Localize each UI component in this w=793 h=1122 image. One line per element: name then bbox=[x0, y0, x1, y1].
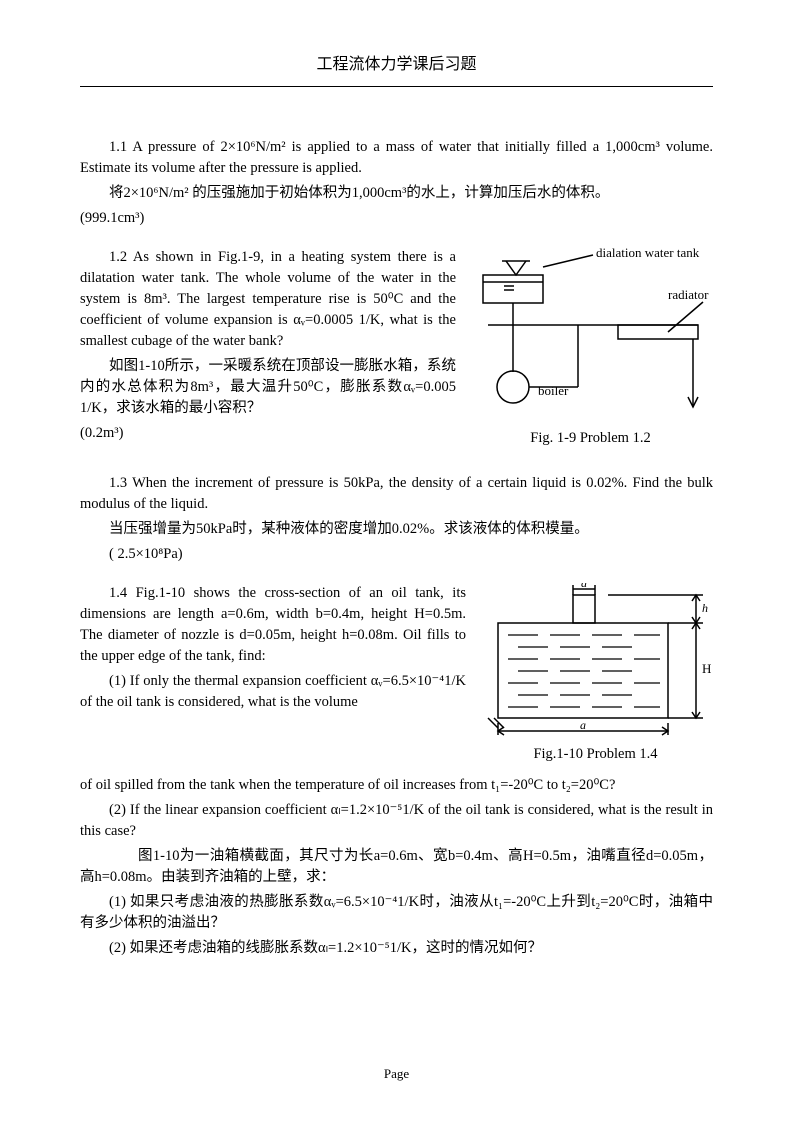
p1-3-answer: ( 2.5×10⁸Pa) bbox=[80, 544, 713, 565]
p1-4-en-c: (2) If the linear expansion coefficient … bbox=[80, 800, 713, 842]
content-body: 1.1 A pressure of 2×10⁶N/m² is applied t… bbox=[80, 137, 713, 959]
fig-1-9-wrap: dialation water tank radiator boiler Fig… bbox=[468, 247, 713, 449]
p1-1-answer: (999.1cm³) bbox=[80, 208, 713, 229]
header-rule bbox=[80, 86, 713, 87]
p1-4-block: d h H a Fig.1-10 Problem 1.4 1.4 Fig.1-1… bbox=[80, 583, 713, 765]
fig-1-10-wrap: d h H a Fig.1-10 Problem 1.4 bbox=[478, 583, 713, 765]
fig110-a: a bbox=[580, 718, 586, 732]
p1-4-en-b2: of oil spilled from the tank when the te… bbox=[80, 775, 713, 796]
p1-4-zh-a: 图1-10为一油箱横截面，其尺寸为长a=0.6m、宽b=0.4m、高H=0.5m… bbox=[80, 846, 713, 888]
p1-3-zh: 当压强增量为50kPa时，某种液体的密度增加0.02%。求该液体的体积模量。 bbox=[80, 519, 713, 540]
fig-1-9-diagram: dialation water tank radiator boiler bbox=[468, 247, 713, 422]
page-footer: Page bbox=[0, 1066, 793, 1082]
p1-4-zh-b: (1) 如果只考虑油液的热膨胀系数αᵥ=6.5×10⁻⁴1/K时，油液从t₁=-… bbox=[80, 892, 713, 934]
fig-1-9-caption: Fig. 1-9 Problem 1.2 bbox=[468, 428, 713, 449]
p1-4-zh-c: (2) 如果还考虑油箱的线膨胀系数αₗ=1.2×10⁻⁵1/K，这时的情况如何？ bbox=[80, 938, 713, 959]
p1-2-block: dialation water tank radiator boiler Fig… bbox=[80, 247, 713, 449]
fig19-label-boiler: boiler bbox=[538, 383, 569, 398]
fig19-label-radiator: radiator bbox=[668, 287, 709, 302]
fig-1-10-diagram: d h H a bbox=[478, 583, 713, 738]
fig110-H: H bbox=[702, 661, 711, 676]
p1-1-en: 1.1 A pressure of 2×10⁶N/m² is applied t… bbox=[80, 137, 713, 179]
page-title: 工程流体力学课后习题 bbox=[80, 50, 713, 82]
page: 工程流体力学课后习题 1.1 A pressure of 2×10⁶N/m² i… bbox=[0, 0, 793, 1122]
fig110-h: h bbox=[702, 601, 708, 615]
spacer bbox=[80, 459, 713, 473]
fig110-d: d bbox=[581, 583, 588, 590]
fig-1-10-caption: Fig.1-10 Problem 1.4 bbox=[478, 744, 713, 765]
p1-1-zh: 将2×10⁶N/m² 的压强施加于初始体积为1,000cm³的水上，计算加压后水… bbox=[80, 183, 713, 204]
fig19-label-tank: dialation water tank bbox=[596, 247, 700, 260]
p1-3-en: 1.3 When the increment of pressure is 50… bbox=[80, 473, 713, 515]
